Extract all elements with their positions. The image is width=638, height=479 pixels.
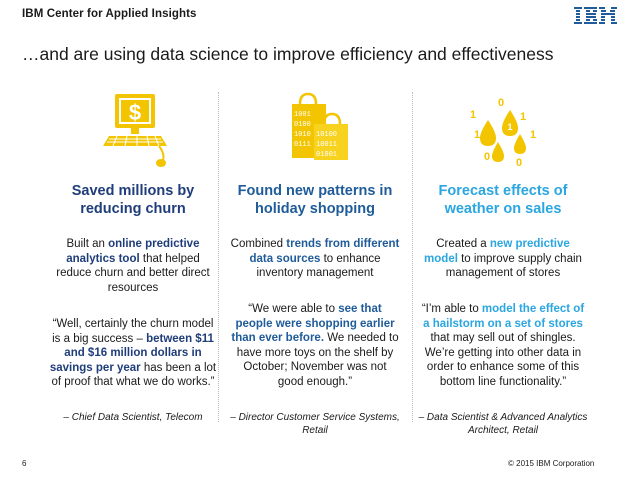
svg-text:1010: 1010 (294, 131, 311, 139)
svg-text:1: 1 (520, 111, 526, 123)
svg-text:1001: 1001 (294, 111, 311, 119)
text: Built an (66, 238, 109, 250)
case-heading: Saved millions by reducing churn (48, 182, 218, 218)
highlight: model the effect of a hailstorm on a set… (423, 303, 585, 330)
case-description: Built an online predictive analytics too… (48, 237, 218, 295)
quote-attribution: – Chief Data Scientist, Telecom (63, 412, 203, 423)
case-quote: “I’m able to model the effect of a hails… (418, 302, 588, 389)
computer-dollar-icon: $ (48, 90, 218, 172)
highlight: see that people were shopping earlier th… (231, 303, 395, 344)
highlight: between $11 and $16 million dollars in s… (49, 332, 214, 374)
text: to improve supply chain management of st… (445, 252, 582, 280)
svg-text:1: 1 (530, 129, 536, 141)
text: to enhance inventory management (256, 252, 381, 280)
svg-text:1: 1 (470, 109, 476, 121)
svg-text:0: 0 (484, 151, 490, 163)
text: that may sell out of shingles. We’re get… (424, 332, 582, 388)
svg-text:1: 1 (474, 129, 480, 141)
quote-attribution: – Data Scientist & Advanced Analytics Ar… (418, 412, 588, 436)
case-quote: “Well, certainly the churn model is a bi… (48, 317, 218, 390)
svg-text:$: $ (129, 100, 141, 125)
text: Combined (230, 238, 287, 250)
shopping-bags-icon: 1001 0100 1010 0111 10100 10011 01001 (230, 90, 400, 172)
quote-attribution: – Director Customer Service Systems, Ret… (230, 412, 400, 436)
case-heading: Forecast effects of weather on sales (418, 182, 588, 218)
text: has been a lot of proof that what we do … (51, 361, 217, 389)
column-divider (218, 92, 219, 422)
heading-line: Forecast effects of (438, 183, 568, 199)
highlight: online predictive analytics tool (66, 238, 200, 265)
svg-text:1: 1 (507, 122, 512, 132)
heading-line: reducing churn (80, 201, 186, 217)
heading-line: Found new patterns in (237, 183, 393, 199)
case-quote: “We were able to see that people were sh… (230, 302, 400, 389)
svg-text:0: 0 (516, 157, 522, 169)
case-description: Combined trends from different data sour… (230, 237, 400, 281)
brand-ibm: IBM (22, 8, 44, 20)
svg-text:10100: 10100 (316, 131, 337, 139)
heading-line: weather on sales (444, 201, 562, 217)
brand-header: IBM Center for Applied Insights (22, 8, 197, 20)
heading-line: holiday shopping (254, 201, 376, 217)
svg-text:0111: 0111 (294, 141, 311, 149)
brand-name: Center for Applied Insights (46, 8, 197, 20)
svg-text:0: 0 (498, 97, 504, 109)
svg-text:10011: 10011 (316, 141, 337, 149)
text: “Well, certainly the churn model is a bi… (52, 318, 214, 345)
text: “I’m able to (421, 303, 482, 315)
column-divider (412, 92, 413, 422)
heading-line: Saved millions by (71, 183, 195, 199)
slide-title: …and are using data science to improve e… (22, 44, 554, 64)
ibm-logo (574, 7, 617, 24)
text: We needed to have more toys on the shelf… (236, 332, 399, 388)
highlight: new predictive model (424, 238, 570, 265)
copyright: © 2015 IBM Corporation (508, 459, 595, 468)
text: Created a (436, 238, 490, 250)
highlight: trends from different data sources (249, 238, 400, 265)
svg-text:01001: 01001 (316, 151, 337, 159)
case-heading: Found new patterns in holiday shopping (230, 182, 400, 218)
text: that helped reduce churn and better dire… (56, 252, 210, 294)
text: “We were able to (248, 303, 339, 315)
case-study-holiday: 1001 0100 1010 0111 10100 10011 01001 Found n… (230, 90, 400, 436)
case-description: Created a new predictive model to improv… (418, 237, 588, 281)
page-number: 6 (22, 459, 27, 468)
case-study-churn: $ Saved millions by reducing churn Built… (48, 90, 218, 423)
svg-text:0100: 0100 (294, 121, 311, 129)
